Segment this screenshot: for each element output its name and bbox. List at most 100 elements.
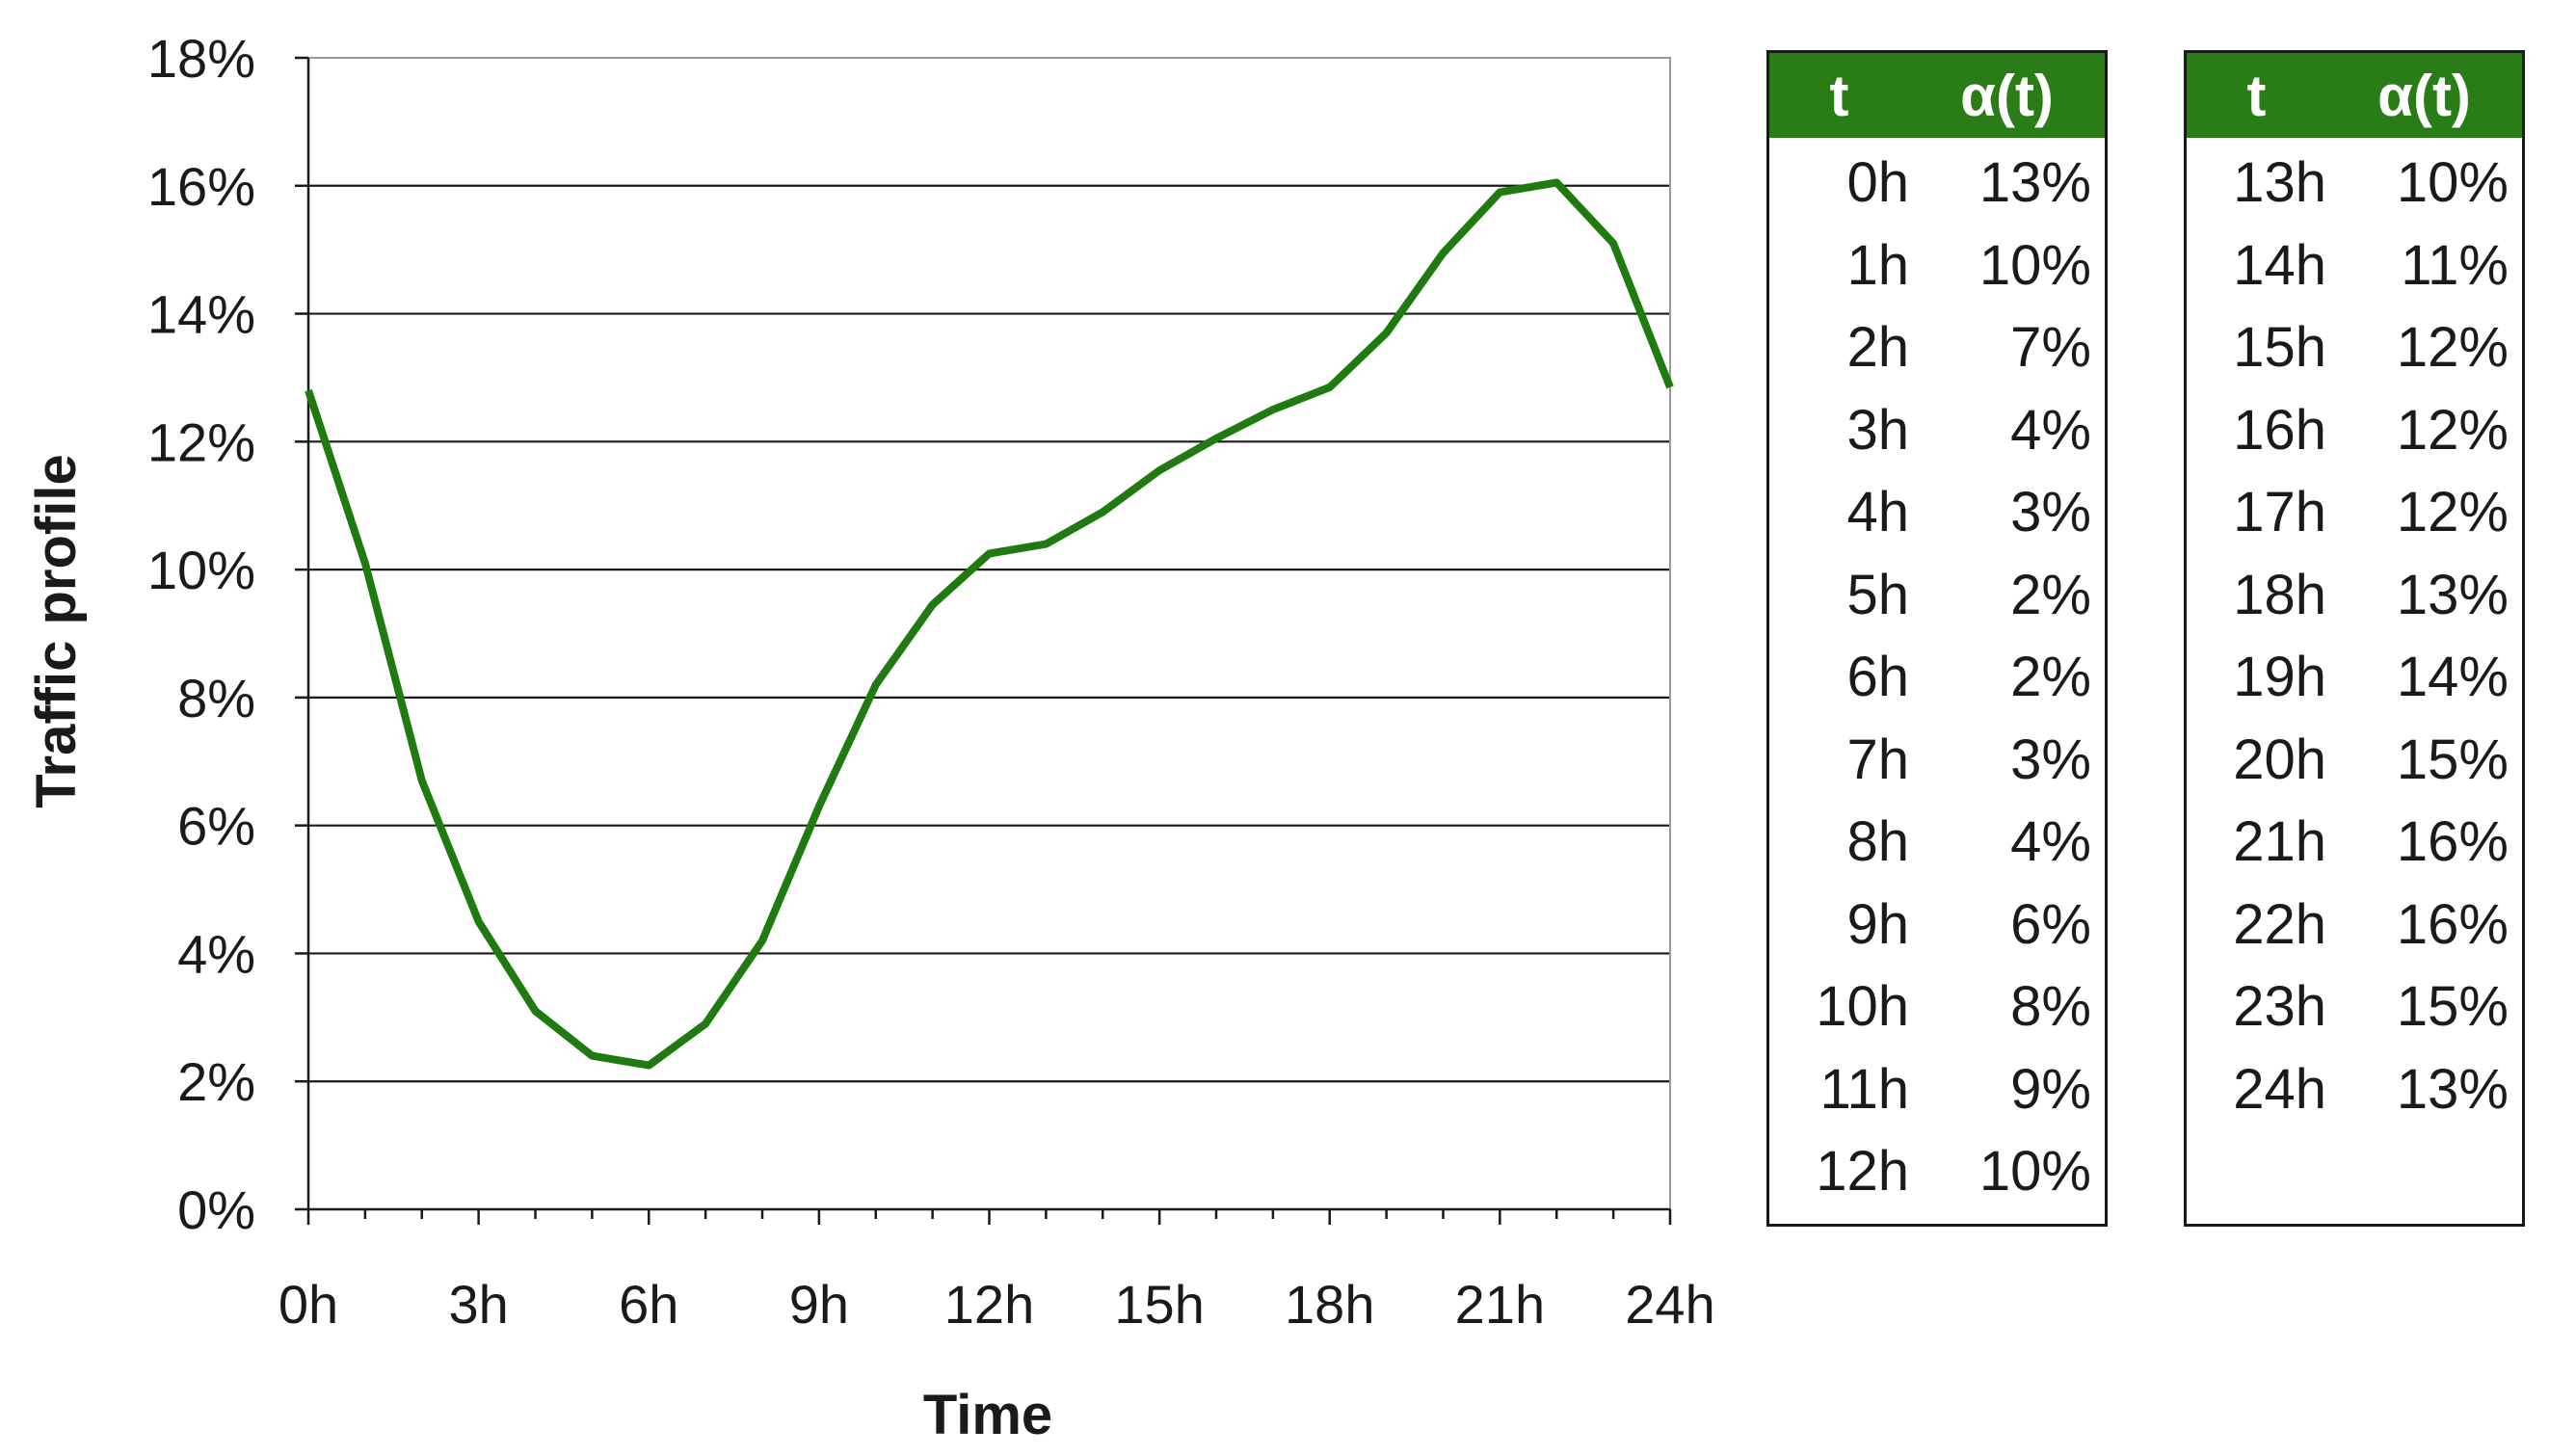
cell-alpha: 11% xyxy=(2401,233,2509,297)
table-row: 18h 13% xyxy=(2187,554,2522,637)
cell-time: 3h xyxy=(1846,398,1909,462)
alpha-table-left: t α(t) 0h 13% 1h 10% 2h 7% 3h 4% 4h 3% 5h 2% 6h 2% 7h 3… xyxy=(1766,50,2108,1227)
cell-time: 22h xyxy=(2233,892,2326,956)
table-row: 13h 10% xyxy=(2187,142,2522,225)
cell-time: 8h xyxy=(1846,810,1909,874)
cell-alpha: 15% xyxy=(2396,975,2509,1039)
cell-alpha: 4% xyxy=(2010,810,2091,874)
table-row: 20h 15% xyxy=(2187,719,2522,802)
x-axis-label: Time xyxy=(923,1384,1052,1446)
table-row: 19h 14% xyxy=(2187,636,2522,719)
x-tick-label: 21h xyxy=(1455,1274,1545,1335)
cell-alpha: 12% xyxy=(2396,398,2509,462)
cell-alpha: 6% xyxy=(2010,892,2091,956)
alpha-table-right: t α(t) 13h 10% 14h 11% 15h 12% 16h 12% 17h 12% 18h… xyxy=(2184,50,2525,1227)
x-tick-label: 24h xyxy=(1625,1274,1714,1335)
cell-alpha: 9% xyxy=(2010,1057,2091,1121)
table-row: 10h 8% xyxy=(1769,966,2105,1048)
traffic-profile-chart: 0% 2% 4% 6% 8% 10% 12% 14% 16% 18% 0h 3h 6h 9h 12h 15h… xyxy=(25,28,1715,1446)
y-tick-label: 10% xyxy=(147,540,255,600)
x-tick-label: 3h xyxy=(448,1274,508,1335)
x-tick-label: 9h xyxy=(789,1274,849,1335)
table-header: t α(t) xyxy=(1769,53,2105,138)
cell-time: 23h xyxy=(2233,975,2326,1039)
cell-time: 2h xyxy=(1846,316,1909,380)
table-row: 5h 2% xyxy=(1769,554,2105,637)
cell-time: 5h xyxy=(1846,563,1909,626)
y-tick-label: 2% xyxy=(177,1051,255,1112)
cell-alpha: 3% xyxy=(2010,728,2091,791)
cell-time: 17h xyxy=(2233,481,2326,544)
cell-alpha: 4% xyxy=(2010,398,2091,462)
cell-alpha: 2% xyxy=(2010,563,2091,626)
cell-alpha: 10% xyxy=(1978,233,2091,297)
table-row: 21h 16% xyxy=(2187,801,2522,884)
table-body: 13h 10% 14h 11% 15h 12% 16h 12% 17h 12% 18h 13% 19h 1… xyxy=(2187,138,2522,1130)
table-row: 1h 10% xyxy=(1769,225,2105,307)
cell-alpha: 12% xyxy=(2396,316,2509,380)
table-row: 3h 4% xyxy=(1769,389,2105,472)
table-header: t α(t) xyxy=(2187,53,2522,138)
cell-time: 6h xyxy=(1846,646,1909,709)
x-tick-labels: 0h 3h 6h 9h 12h 15h 18h 21h 24h xyxy=(279,1274,1715,1335)
header-t: t xyxy=(1829,63,1849,128)
cell-time: 12h xyxy=(1816,1140,1909,1204)
table-row: 16h 12% xyxy=(2187,389,2522,472)
table-row: 14h 11% xyxy=(2187,225,2522,307)
cell-time: 9h xyxy=(1846,892,1909,956)
x-tick-label: 15h xyxy=(1114,1274,1204,1335)
cell-time: 19h xyxy=(2233,646,2326,709)
axes xyxy=(295,56,1672,1225)
y-tick-label: 0% xyxy=(177,1179,255,1240)
cell-alpha: 13% xyxy=(2396,563,2509,626)
table-row: 9h 6% xyxy=(1769,884,2105,966)
y-tick-label: 4% xyxy=(177,923,255,984)
cell-time: 0h xyxy=(1846,151,1909,215)
cell-alpha: 10% xyxy=(2396,151,2509,215)
cell-time: 11h xyxy=(1819,1057,1909,1121)
y-axis-label: Traffic profile xyxy=(25,454,88,807)
table-row: 0h 13% xyxy=(1769,142,2105,225)
y-tick-label: 14% xyxy=(147,284,255,345)
cell-time: 1h xyxy=(1846,233,1909,297)
cell-time: 21h xyxy=(2233,810,2326,874)
table-row: 22h 16% xyxy=(2187,884,2522,966)
cell-alpha: 2% xyxy=(2010,646,2091,709)
table-row: 4h 3% xyxy=(1769,471,2105,554)
cell-time: 20h xyxy=(2233,728,2326,791)
cell-alpha: 7% xyxy=(2010,316,2091,380)
table-row: 6h 2% xyxy=(1769,636,2105,719)
cell-alpha: 8% xyxy=(2010,975,2091,1039)
cell-time: 10h xyxy=(1816,975,1909,1039)
y-tick-labels: 0% 2% 4% 6% 8% 10% 12% 14% 16% 18% xyxy=(147,28,255,1240)
cell-alpha: 10% xyxy=(1978,1140,2091,1204)
y-tick-label: 16% xyxy=(147,156,255,217)
x-tick-label: 18h xyxy=(1285,1274,1374,1335)
table-row: 7h 3% xyxy=(1769,719,2105,802)
cell-time: 24h xyxy=(2233,1057,2326,1121)
cell-alpha: 3% xyxy=(2010,481,2091,544)
cell-time: 4h xyxy=(1846,481,1909,544)
cell-time: 13h xyxy=(2233,151,2326,215)
cell-time: 7h xyxy=(1846,728,1909,791)
cell-alpha: 14% xyxy=(2396,646,2509,709)
cell-alpha: 15% xyxy=(2396,728,2509,791)
series-line xyxy=(305,178,1674,1070)
cell-time: 18h xyxy=(2233,563,2326,626)
table-row: 2h 7% xyxy=(1769,306,2105,389)
y-tick-label: 18% xyxy=(147,28,255,89)
cell-alpha: 16% xyxy=(2396,892,2509,956)
y-tick-label: 6% xyxy=(177,796,255,857)
x-tick-label: 6h xyxy=(619,1274,678,1335)
table-row: 11h 9% xyxy=(1769,1048,2105,1131)
cell-time: 16h xyxy=(2233,398,2326,462)
cell-alpha: 13% xyxy=(1978,151,2091,215)
table-row: 15h 12% xyxy=(2187,306,2522,389)
x-tick-label: 0h xyxy=(279,1274,338,1335)
grid-lines xyxy=(308,184,1670,1083)
cell-alpha: 13% xyxy=(2396,1057,2509,1121)
table-row: 23h 15% xyxy=(2187,966,2522,1048)
cell-alpha: 12% xyxy=(2396,481,2509,544)
table-row: 12h 10% xyxy=(1769,1130,2105,1213)
cell-time: 14h xyxy=(2233,233,2326,297)
